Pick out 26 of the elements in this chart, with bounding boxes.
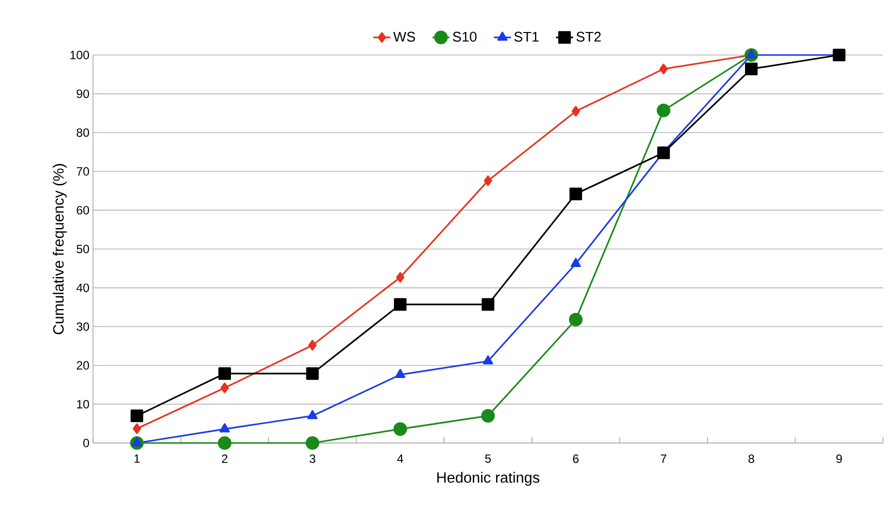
y-tick-label: 0 bbox=[83, 438, 90, 448]
x-tick-label: 9 bbox=[836, 454, 842, 463]
legend-label: S10 bbox=[452, 32, 477, 42]
y-tick-label: 20 bbox=[76, 361, 90, 370]
x-tick-label: 7 bbox=[660, 454, 666, 463]
x-tick-label: 3 bbox=[310, 454, 316, 463]
y-tick-label: 90 bbox=[76, 90, 90, 98]
y-tick-label: 60 bbox=[76, 206, 90, 214]
x-tick-label: 8 bbox=[748, 454, 754, 463]
y-tick-label: 50 bbox=[76, 244, 90, 254]
x-axis-title: Hedonic ratings bbox=[437, 472, 540, 486]
x-tick-label: 4 bbox=[397, 454, 404, 463]
y-tick-label: 80 bbox=[76, 128, 90, 137]
y-tick-label: 100 bbox=[70, 50, 90, 60]
y-tick-label: 40 bbox=[76, 284, 90, 292]
x-tick-label: 2 bbox=[222, 454, 228, 463]
legend-label: WS bbox=[393, 32, 416, 42]
y-axis-title: Cumulative frequency (%) bbox=[52, 164, 67, 334]
y-tick-label: 30 bbox=[76, 322, 90, 331]
legend-label: ST1 bbox=[514, 32, 539, 42]
legend-label: ST2 bbox=[576, 32, 601, 42]
x-tick-label: 5 bbox=[485, 454, 491, 463]
x-tick-label: 1 bbox=[134, 454, 140, 463]
y-tick-label: 70 bbox=[76, 167, 90, 176]
y-tick-label: 10 bbox=[77, 400, 90, 408]
x-tick-label: 6 bbox=[573, 454, 579, 463]
